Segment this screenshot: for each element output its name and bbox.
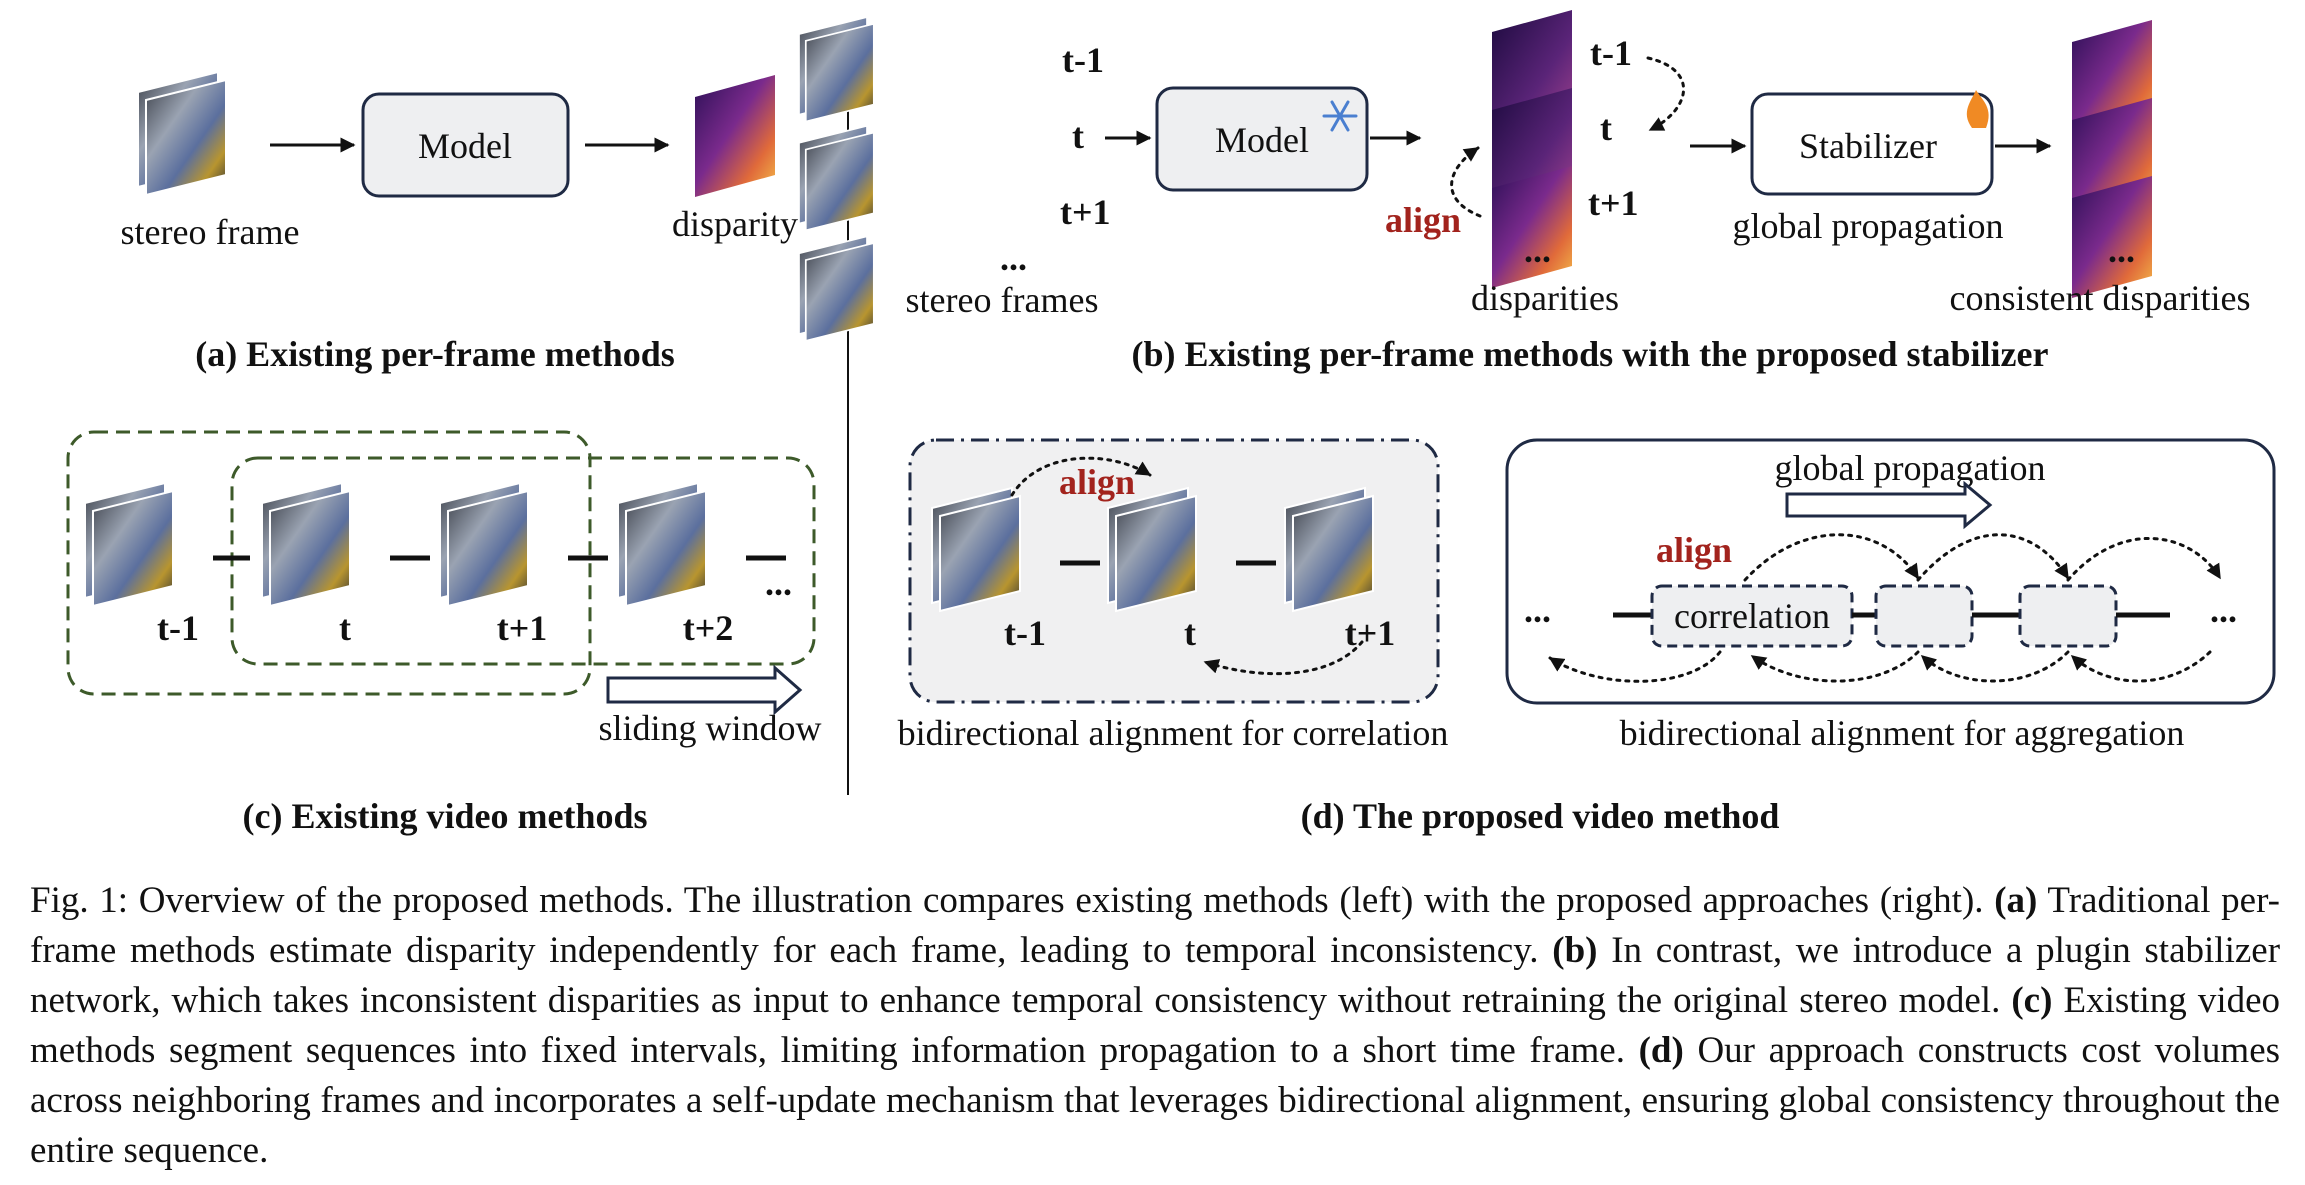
- frame-t-1-image: [84, 482, 174, 607]
- panel-b: t-1 t t+1 ... Model t-1 t t+1 ... align …: [798, 10, 2251, 374]
- frame-t-image: [1107, 487, 1197, 612]
- frame-label-t: t: [1072, 116, 1084, 156]
- align-backward-4: [2070, 650, 2212, 683]
- align-forward-1: [1743, 533, 1920, 582]
- frames-ellipsis: ...: [765, 563, 792, 603]
- align-backward-3: [1920, 650, 2070, 683]
- right-ellipsis: ...: [2210, 590, 2237, 630]
- align-label: align: [1059, 462, 1135, 502]
- align-forward-3: [2066, 536, 2222, 582]
- stereo-frame-t-1: [798, 16, 875, 123]
- panel-d: align t-1 t t+1 bidirectional alignment …: [898, 438, 2276, 836]
- trainable-fire-icon: [1966, 90, 1989, 128]
- frame-label-t-1: t-1: [1004, 613, 1046, 653]
- correlation-caption: bidirectional alignment for correlation: [898, 713, 1449, 753]
- frozen-snowflake-icon: [1322, 100, 1358, 132]
- consistent-disparities-label: consistent disparities: [1950, 278, 2251, 318]
- stereo-frame-label: stereo frame: [121, 212, 300, 252]
- window-box-2: [230, 456, 816, 666]
- align-backward-1: [1548, 650, 1722, 683]
- sliding-window-label: sliding window: [598, 708, 821, 748]
- align-label-aggregation: align: [1656, 530, 1732, 570]
- panel-b-title: (b) Existing per-frame methods with the …: [1132, 334, 2049, 374]
- global-propagation-label: global propagation: [1775, 448, 2046, 488]
- caption-c-mark: (c): [2011, 980, 2053, 1021]
- caption-d-text: Our approach constructs cost volumes acr…: [30, 1030, 2281, 1171]
- aggregation-box-2: [1874, 584, 1974, 648]
- frame-t+2-image: [617, 482, 707, 607]
- caption-a-text: Traditional per-frame methods estimate d…: [30, 880, 2281, 971]
- model-label: Model: [418, 126, 512, 166]
- stereo-frame-image: [137, 71, 227, 196]
- model-box: [361, 92, 570, 198]
- frame-t+1-image: [439, 482, 529, 607]
- disp-label-t: t: [1600, 108, 1612, 148]
- panel-d-title: (d) The proposed video method: [1301, 796, 1780, 836]
- sliding-window-arrow: [606, 664, 803, 716]
- align-arrow-down: [1646, 56, 1685, 132]
- caption-c-text: Existing video methods segment sequences…: [30, 980, 2281, 1071]
- correlation-box-label: correlation: [1674, 596, 1830, 636]
- disp-label-t-1: t-1: [1590, 33, 1632, 73]
- model-box: [1155, 86, 1369, 192]
- caption-d-mark: (d): [1638, 1030, 1684, 1071]
- align-backward-2: [1750, 650, 1920, 683]
- figure-diagram: Model stereo frame disparity (a) Existin…: [66, 10, 2276, 836]
- stereo-frame-t: [798, 124, 875, 232]
- disp-ellipsis: ...: [1524, 230, 1551, 270]
- global-propagation-label: global propagation: [1733, 206, 2004, 246]
- frame-label-t: t: [339, 608, 351, 648]
- frame-t-1-image: [931, 487, 1021, 612]
- output-ellipsis: ...: [2108, 230, 2135, 270]
- frame-label-t+1: t+1: [1345, 613, 1396, 653]
- disp-label-t+1: t+1: [1588, 183, 1639, 223]
- panel-a-title: (a) Existing per-frame methods: [195, 334, 675, 374]
- align-arrow-forward: [1010, 456, 1152, 497]
- figure-caption: Fig. 1: Overview of the proposed methods…: [30, 876, 2280, 1176]
- frame-label-t-1: t-1: [157, 608, 199, 648]
- align-forward-2: [1916, 533, 2070, 582]
- frame-t+1-image: [1284, 487, 1374, 612]
- frame-label-t: t: [1184, 613, 1196, 653]
- caption-intro: Fig. 1: Overview of the proposed methods…: [30, 880, 1984, 921]
- align-arrow-backward: [1203, 640, 1364, 676]
- frame-label-t+2: t+2: [683, 608, 734, 648]
- frame-label-t-1: t-1: [1062, 40, 1104, 80]
- align-arrow-up: [1450, 146, 1482, 218]
- panel-c: ... t-1 t t+1 t+2 sliding window (c) Exi…: [66, 430, 822, 836]
- frame-label-t+1: t+1: [1060, 192, 1111, 232]
- disparity-label: disparity: [672, 204, 798, 244]
- align-label: align: [1385, 200, 1461, 240]
- caption-a-mark: (a): [1994, 880, 2038, 921]
- global-propagation-arrow: [1785, 480, 1993, 530]
- stereo-frame-t+1: [798, 235, 875, 342]
- frames-ellipsis: ...: [1000, 238, 1027, 278]
- panel-c-title: (c) Existing video methods: [243, 796, 648, 836]
- frame-t-image: [261, 482, 351, 607]
- caption-b-text: In contrast, we introduce a plugin stabi…: [30, 930, 2281, 1021]
- stereo-frames-label: stereo frames: [906, 280, 1099, 320]
- disparity-image: [695, 75, 775, 197]
- caption-b-mark: (b): [1552, 930, 1598, 971]
- model-label: Model: [1215, 120, 1309, 160]
- left-ellipsis: ...: [1524, 590, 1551, 630]
- aggregation-box-3: [2018, 584, 2118, 648]
- window-box-1: [66, 430, 592, 696]
- stabilizer-label: Stabilizer: [1799, 126, 1937, 166]
- stabilizer-box: [1750, 92, 1994, 196]
- aggregation-caption: bidirectional alignment for aggregation: [1620, 713, 2185, 753]
- panel-a: Model stereo frame disparity (a) Existin…: [121, 71, 798, 374]
- frame-label-t+1: t+1: [497, 608, 548, 648]
- disparities-label: disparities: [1471, 278, 1619, 318]
